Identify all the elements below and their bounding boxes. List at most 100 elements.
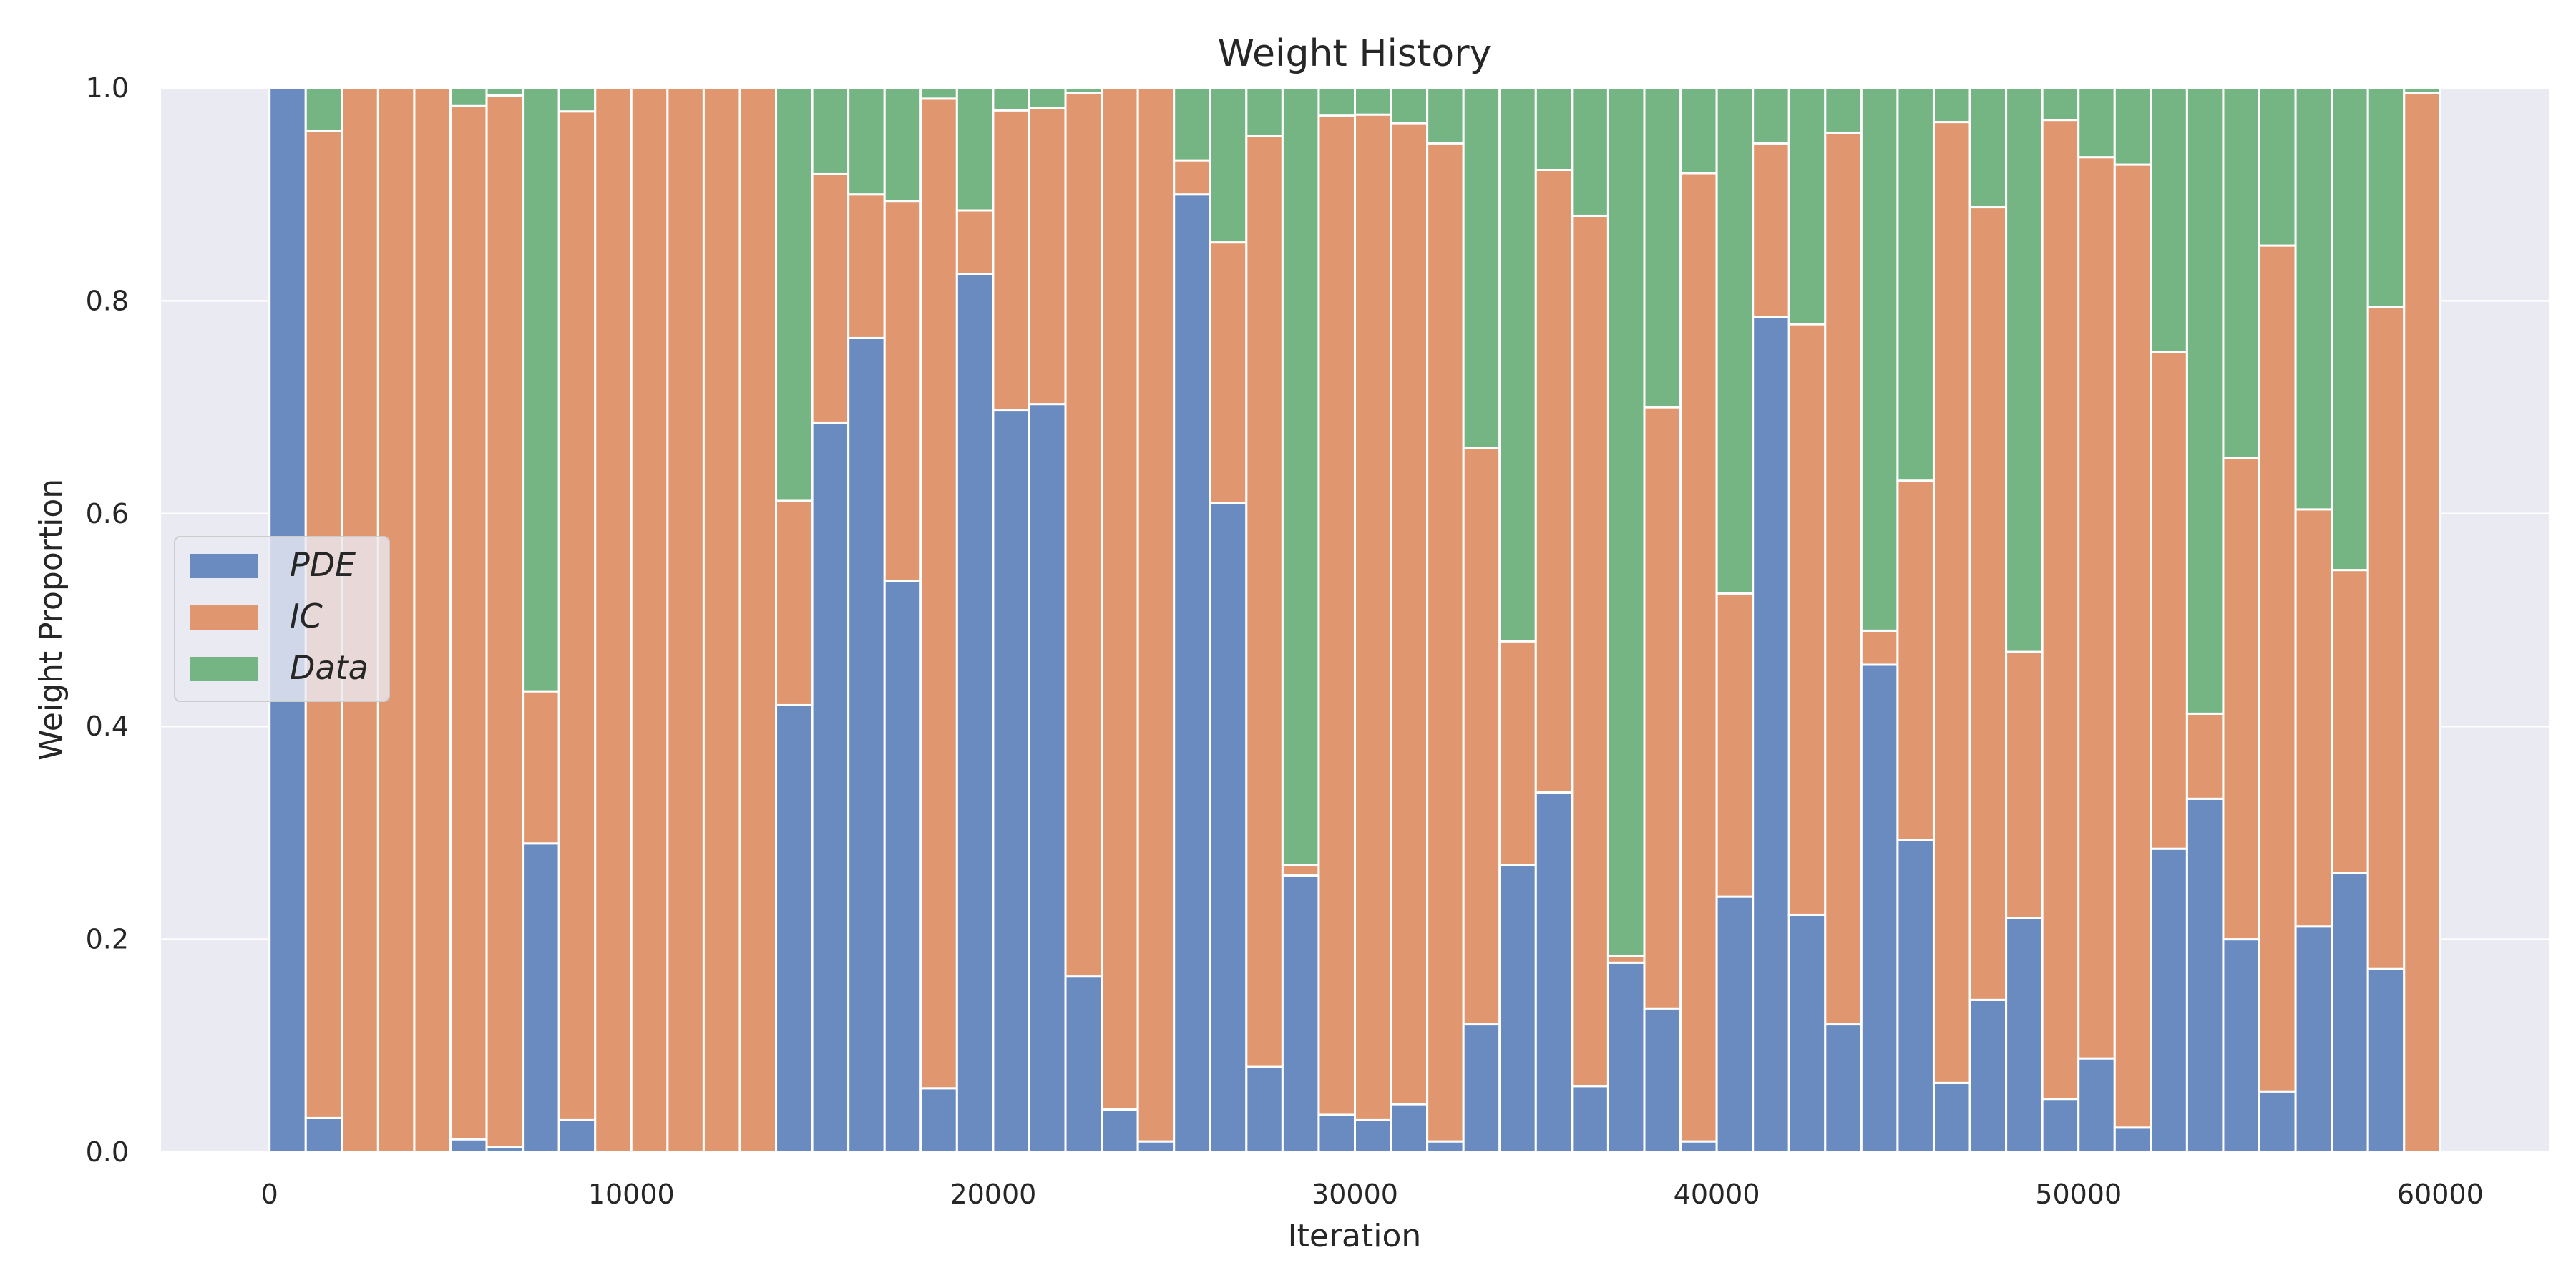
- y-tick-label: 0.4: [86, 711, 129, 742]
- bar-ic-26000: [1209, 241, 1248, 504]
- bar-pde-34000: [1498, 864, 1537, 1153]
- bar-ic-10000: [630, 87, 669, 1153]
- bar-pde-52000: [2150, 847, 2188, 1153]
- bar-pde-8000: [557, 1118, 597, 1153]
- bar-ic-33000: [1462, 447, 1501, 1026]
- bar-ic-20000: [992, 109, 1030, 412]
- bar-data-53000: [2185, 87, 2225, 715]
- bar-data-14000: [775, 87, 814, 502]
- legend-label-data: Data: [290, 648, 369, 687]
- bar-data-25000: [1173, 87, 1211, 162]
- bar-ic-59000: [2403, 92, 2441, 1153]
- bar-ic-28000: [1281, 864, 1320, 877]
- bar-pde-46000: [1932, 1081, 1971, 1153]
- bar-pde-1000: [304, 1116, 343, 1153]
- bar-ic-34000: [1498, 640, 1537, 867]
- bar-data-7000: [522, 87, 560, 693]
- bar-data-59000: [2403, 87, 2441, 94]
- bar-ic-7000: [522, 690, 560, 845]
- bar-pde-18000: [919, 1087, 958, 1153]
- bar-pde-26000: [1209, 502, 1248, 1153]
- bar-data-26000: [1209, 87, 1248, 244]
- bar-data-56000: [2294, 87, 2333, 511]
- bar-ic-22000: [1064, 92, 1103, 978]
- bar-data-50000: [2077, 87, 2116, 159]
- bar-data-17000: [883, 87, 922, 203]
- bar-data-5000: [449, 87, 488, 107]
- bar-data-42000: [1787, 87, 1827, 326]
- x-tick-label: 20000: [950, 1179, 1036, 1210]
- bar-data-29000: [1317, 87, 1357, 117]
- bar-ic-54000: [2222, 457, 2261, 941]
- bar-ic-45000: [1896, 479, 1935, 841]
- bar-ic-5000: [449, 104, 488, 1141]
- y-axis-ticks: 0.0 0.2 0.4 0.6 0.8 1.0: [86, 72, 129, 1168]
- bar-data-52000: [2150, 87, 2188, 353]
- bar-ic-42000: [1787, 323, 1827, 916]
- bar-pde-55000: [2258, 1090, 2297, 1153]
- bar-pde-19000: [955, 273, 995, 1153]
- x-tick-label: 40000: [1674, 1179, 1760, 1210]
- bar-pde-40000: [1715, 895, 1755, 1153]
- bar-ic-57000: [2331, 569, 2369, 874]
- bar-ic-41000: [1752, 142, 1790, 318]
- bar-data-49000: [2041, 87, 2080, 122]
- bar-ic-39000: [1679, 172, 1718, 1143]
- bar-pde-56000: [2294, 925, 2333, 1153]
- bar-data-18000: [919, 87, 958, 100]
- bar-ic-51000: [2113, 163, 2152, 1129]
- bar-ic-44000: [1860, 629, 1899, 666]
- bar-pde-57000: [2331, 872, 2369, 1153]
- bar-data-27000: [1245, 87, 1284, 137]
- bar-data-32000: [1426, 87, 1465, 145]
- bar-pde-50000: [2077, 1057, 2116, 1153]
- bar-data-51000: [2113, 87, 2152, 166]
- bar-ic-49000: [2041, 119, 2080, 1101]
- bar-data-19000: [955, 87, 995, 212]
- bar-data-1000: [304, 87, 343, 132]
- bar-ic-24000: [1136, 87, 1176, 1143]
- bar-ic-53000: [2185, 712, 2225, 800]
- bar-pde-30000: [1354, 1118, 1392, 1153]
- bar-pde-49000: [2041, 1098, 2080, 1153]
- bar-pde-38000: [1643, 1007, 1682, 1153]
- bar-pde-51000: [2113, 1126, 2152, 1153]
- bar-data-6000: [485, 87, 525, 97]
- y-tick-label: 0.8: [86, 285, 129, 316]
- x-tick-label: 10000: [588, 1179, 675, 1210]
- bar-ic-35000: [1534, 168, 1574, 794]
- bar-data-48000: [2005, 87, 2044, 653]
- bar-data-57000: [2331, 87, 2369, 572]
- bar-pde-58000: [2366, 967, 2406, 1153]
- bar-ic-16000: [847, 193, 886, 339]
- bar-data-55000: [2258, 87, 2297, 247]
- bar-ic-55000: [2258, 244, 2297, 1093]
- bar-pde-21000: [1028, 403, 1067, 1153]
- bar-data-38000: [1643, 87, 1682, 409]
- bar-ic-43000: [1824, 131, 1863, 1026]
- bar-pde-22000: [1064, 975, 1103, 1153]
- bar-ic-4000: [413, 87, 452, 1153]
- bar-data-45000: [1896, 87, 1935, 482]
- bar-data-43000: [1824, 87, 1863, 134]
- bar-data-15000: [811, 87, 850, 175]
- bar-data-39000: [1679, 87, 1718, 175]
- bar-pde-36000: [1571, 1085, 1609, 1153]
- x-axis-label: Iteration: [1288, 1218, 1422, 1254]
- bar-pde-20000: [992, 409, 1030, 1153]
- y-tick-label: 0.2: [86, 924, 129, 955]
- bar-pde-14000: [775, 703, 814, 1153]
- bar-ic-17000: [883, 200, 922, 582]
- bar-data-33000: [1462, 87, 1501, 449]
- bar-data-16000: [847, 87, 886, 196]
- bar-data-8000: [557, 87, 597, 113]
- bar-pde-33000: [1462, 1023, 1501, 1153]
- bar-pde-5000: [449, 1138, 488, 1153]
- bar-pde-41000: [1752, 316, 1790, 1153]
- bar-pde-45000: [1896, 839, 1935, 1153]
- bar-data-21000: [1028, 87, 1067, 109]
- bar-pde-43000: [1824, 1023, 1863, 1153]
- bar-data-28000: [1281, 87, 1320, 867]
- bar-data-44000: [1860, 87, 1899, 632]
